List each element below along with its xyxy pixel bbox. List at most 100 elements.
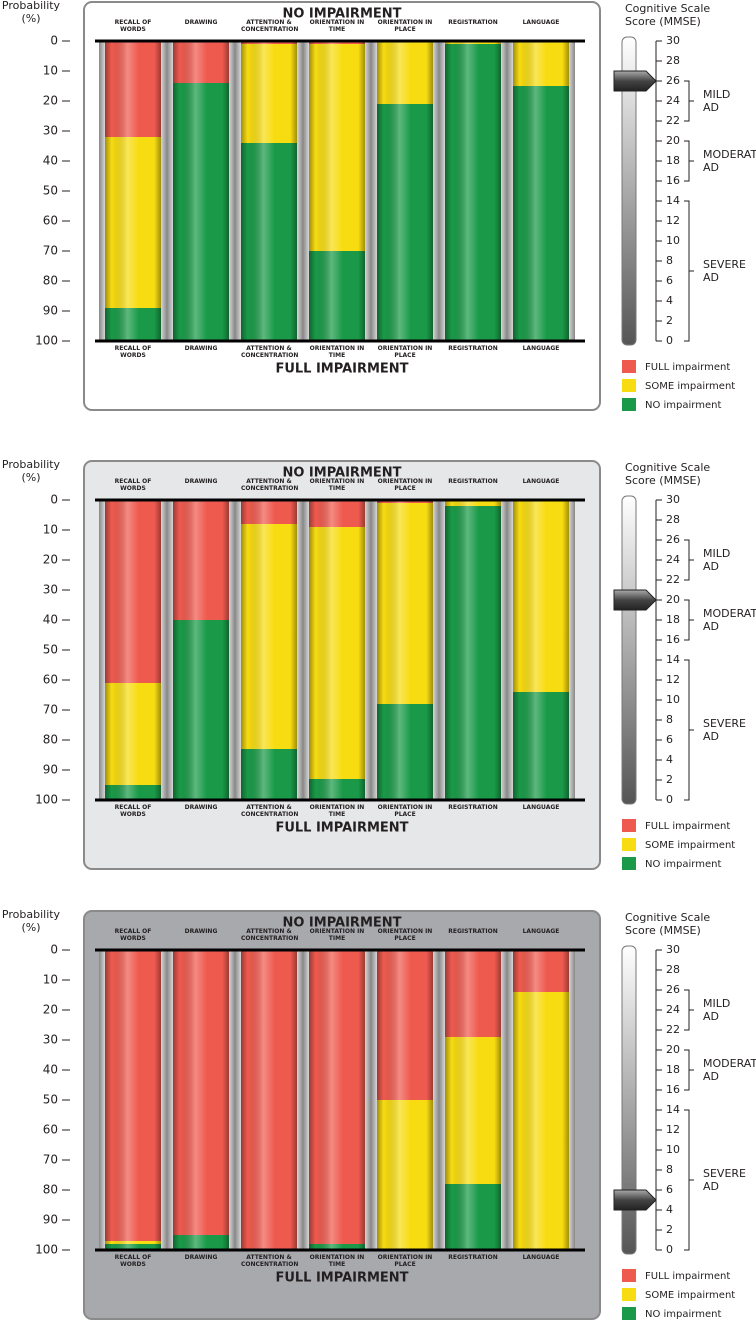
bar-shine [309, 950, 365, 1250]
range-label: SEVERE AD [703, 717, 747, 743]
scale-tick-label: 2 [666, 773, 673, 786]
scale-bar [621, 36, 637, 346]
scale-tick-label: 8 [666, 713, 673, 726]
y-tick-label: 70 [43, 244, 58, 258]
legend-swatch [622, 838, 636, 851]
y-tick-label: 80 [43, 274, 58, 288]
y-tick-label: 90 [43, 1213, 58, 1227]
legend-label: NO impairment [645, 400, 721, 411]
y-tick-label: 80 [43, 1183, 58, 1197]
bar-shine [377, 500, 433, 800]
category-label-top: DRAWING [184, 19, 218, 26]
category-label-top: LANGUAGE [522, 928, 560, 935]
scale-tick-label: 4 [666, 1203, 673, 1216]
y-tick-label: 0 [50, 493, 58, 507]
y-tick-label: 90 [43, 304, 58, 318]
scale-title: Cognitive Scale Score (MMSE) [625, 461, 711, 487]
category-label-top: LANGUAGE [522, 478, 560, 485]
y-tick-label: 10 [43, 64, 58, 78]
score-knob [613, 589, 657, 611]
category-label-top: ORIENTATION IN TIME [309, 928, 365, 942]
legend-swatch [622, 1269, 636, 1282]
category-label-bottom: DRAWING [184, 345, 218, 352]
scale-tick-label: 20 [666, 134, 680, 147]
range-bracket [684, 200, 694, 342]
category-label-bottom: RECALL OF WORDS [114, 804, 152, 818]
y-tick-label: 20 [43, 553, 58, 567]
y-tick-label: 30 [43, 1033, 58, 1047]
bar-shine [377, 950, 433, 1250]
scale-tick-label: 30 [666, 34, 680, 47]
category-label-top: ORIENTATION IN TIME [309, 19, 365, 33]
range-bracket [684, 140, 694, 182]
scale-tick-label: 4 [666, 294, 673, 307]
legend-label: FULL impairment [645, 821, 730, 832]
scale-tick-label: 12 [666, 214, 680, 227]
y-tick-label: 30 [43, 124, 58, 138]
legend-swatch [622, 857, 636, 870]
y-tick-label: 30 [43, 583, 58, 597]
y-tick-label: 60 [43, 673, 58, 687]
y-axis-label: Probability (%) [1, 0, 61, 25]
scale-tick-label: 8 [666, 1163, 673, 1176]
y-tick-label: 50 [43, 643, 58, 657]
category-label-top: ATTENTION & CONCENTRATION [241, 478, 299, 492]
legend-label: SOME impairment [645, 840, 735, 851]
y-tick-label: 100 [35, 1243, 58, 1257]
legend-swatch [622, 379, 636, 392]
range-bracket [684, 599, 694, 641]
category-label-top: ORIENTATION IN PLACE [377, 928, 433, 942]
category-label-bottom: REGISTRATION [448, 804, 498, 811]
category-label-top: DRAWING [184, 928, 218, 935]
x-axis-label: FULL IMPAIRMENT [275, 1271, 408, 1286]
legend-swatch [622, 1288, 636, 1301]
category-label-bottom: REGISTRATION [448, 1254, 498, 1261]
category-label-bottom: DRAWING [184, 804, 218, 811]
y-tick-label: 10 [43, 523, 58, 537]
scale-tick-label: 2 [666, 314, 673, 327]
y-tick-label: 50 [43, 184, 58, 198]
scale-tick-label: 30 [666, 943, 680, 956]
category-label-bottom: RECALL OF WORDS [114, 1254, 152, 1268]
scale-tick-label: 24 [666, 1003, 680, 1016]
scale-tick-label: 18 [666, 1063, 680, 1076]
y-tick-label: 100 [35, 334, 58, 348]
y-tick-label: 0 [50, 34, 58, 48]
scale-tick-label: 0 [666, 793, 673, 806]
x-axis-label: FULL IMPAIRMENT [275, 362, 408, 377]
category-label-top: REGISTRATION [448, 478, 498, 485]
scale-tick-label: 8 [666, 254, 673, 267]
scale-tick-label: 20 [666, 1043, 680, 1056]
category-label-bottom: ORIENTATION IN PLACE [377, 345, 433, 359]
scale-tick-label: 28 [666, 963, 680, 976]
legend-swatch [622, 360, 636, 373]
scale-tick-label: 16 [666, 174, 680, 187]
scale-tick-label: 16 [666, 633, 680, 646]
bar-shine [173, 500, 229, 800]
score-knob [613, 70, 657, 92]
category-label-bottom: ATTENTION & CONCENTRATION [241, 345, 299, 359]
range-label: MILD AD [703, 88, 731, 114]
range-label: SEVERE AD [703, 258, 747, 284]
score-knob [613, 1189, 657, 1211]
range-bracket [684, 659, 694, 801]
bar-shine [513, 950, 569, 1250]
scale-tick-label: 6 [666, 1183, 673, 1196]
category-label-bottom: DRAWING [184, 1254, 218, 1261]
category-label-bottom: ORIENTATION IN TIME [309, 804, 365, 818]
category-label-bottom: REGISTRATION [448, 345, 498, 352]
scale-tick-label: 24 [666, 553, 680, 566]
panel-title: NO IMPAIRMENT [282, 7, 401, 22]
range-label: MILD AD [703, 547, 731, 573]
scale-tick-label: 12 [666, 1123, 680, 1136]
y-axis-label: Probability (%) [1, 458, 61, 484]
y-tick-label: 50 [43, 1093, 58, 1107]
scale-tick-label: 12 [666, 673, 680, 686]
category-label-bottom: LANGUAGE [522, 1254, 560, 1261]
category-label-top: ATTENTION & CONCENTRATION [241, 928, 299, 942]
y-tick-label: 20 [43, 94, 58, 108]
scale-tick-label: 6 [666, 733, 673, 746]
y-tick-label: 60 [43, 1123, 58, 1137]
